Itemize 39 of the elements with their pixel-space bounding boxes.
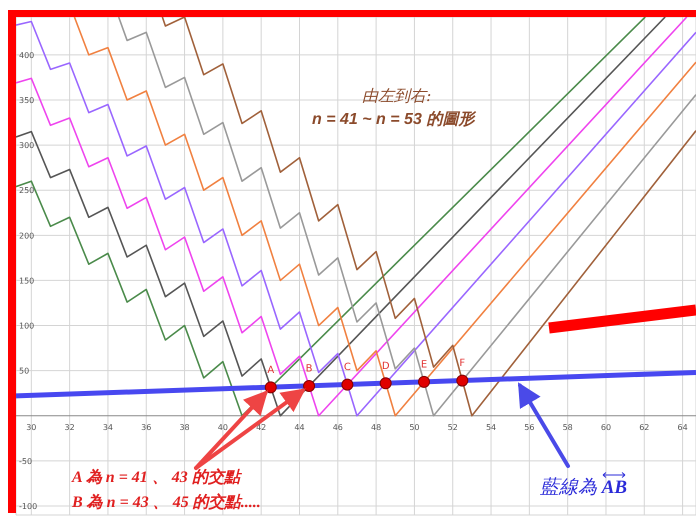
annotation: n = 41 ~ n = 53 的圖形 (312, 111, 474, 128)
data-label: E (420, 359, 428, 370)
y-tick-label: 200 (19, 231, 34, 240)
y-tick-label: 150 (19, 276, 34, 286)
x-tick-label: 64 (678, 422, 688, 432)
x-tick-label: 40 (218, 422, 228, 432)
x-tick-label: 62 (639, 422, 650, 432)
y-tick-label: 300 (19, 141, 34, 150)
x-tick-label: 56 (524, 422, 534, 432)
y-tick-label: -100 (19, 502, 38, 511)
annotation: B 為 n = 43 、 45 的交點..... (72, 494, 261, 511)
annotation: 由左到右: (362, 86, 432, 105)
data-label: C (344, 362, 351, 374)
y-tick-label: 400 (19, 50, 34, 60)
y-tick-label: -50 (19, 456, 32, 466)
x-tick-label: 38 (179, 422, 190, 432)
x-tick-label: 36 (141, 422, 152, 432)
y-tick-label: 250 (19, 186, 34, 196)
x-tick-label: 48 (371, 422, 382, 432)
x-tick-label: 30 (26, 422, 36, 432)
annotation: 藍線為 AB (540, 477, 628, 498)
x-tick-label: 32 (64, 422, 75, 432)
x-tick-label: 44 (294, 422, 305, 432)
y-tick-label: 350 (19, 96, 34, 105)
x-tick-label: 60 (600, 422, 612, 432)
y-tick-label: 100 (19, 322, 34, 331)
x-tick-label: 58 (562, 422, 573, 432)
x-tick-label: 54 (486, 422, 496, 432)
data-label: A (267, 364, 274, 376)
data-label: D (382, 360, 390, 372)
y-tick-label: 50 (19, 366, 30, 376)
x-tick-label: 34 (102, 422, 114, 432)
x-tick-label: 46 (332, 422, 343, 432)
x-tick-label: 50 (409, 422, 420, 432)
data-label: F (459, 358, 466, 370)
data-label: B (306, 363, 313, 374)
annotation: A 為 n = 41 、 43 的交點 (72, 469, 240, 486)
x-tick-label: 42 (256, 422, 266, 432)
x-tick-label: 52 (448, 422, 458, 432)
